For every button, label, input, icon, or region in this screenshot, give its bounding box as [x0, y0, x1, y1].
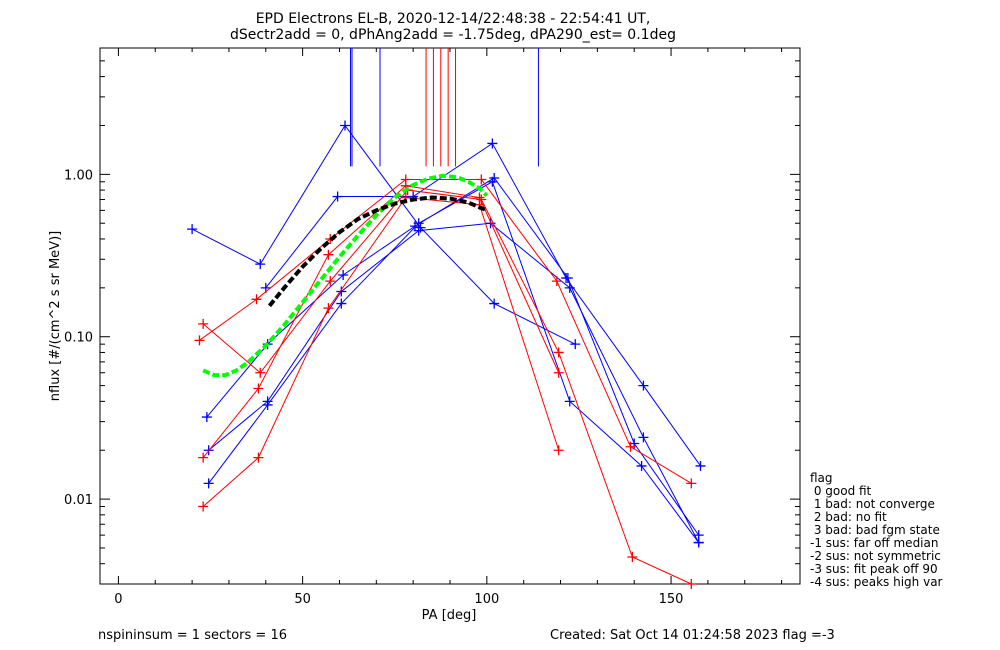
- data-point: [564, 396, 575, 407]
- data-point: [487, 176, 498, 187]
- data-point: [323, 303, 334, 314]
- data-point: [253, 383, 264, 394]
- data-point: [476, 174, 487, 185]
- data-point: [638, 432, 649, 443]
- data-point: [686, 478, 697, 489]
- y-tick-label: 0.01: [64, 493, 93, 508]
- data-point: [489, 298, 500, 309]
- data-point: [187, 224, 198, 235]
- data-point: [336, 298, 347, 309]
- data-point: [198, 318, 209, 329]
- data-point: [636, 460, 647, 471]
- data-point: [564, 282, 575, 293]
- data-point: [638, 380, 649, 391]
- data-point: [323, 249, 334, 260]
- data-point: [338, 269, 349, 280]
- series-line: [202, 196, 560, 507]
- data-point: [325, 276, 336, 287]
- data-point: [198, 452, 209, 463]
- chart-title: EPD Electrons EL-B, 2020-12-14/22:48:38 …: [256, 11, 651, 27]
- y-tick-label: 1.00: [64, 168, 93, 183]
- data-point: [553, 347, 564, 358]
- legend-title: flag: [810, 471, 833, 485]
- legend-item: 0 good fit: [810, 484, 872, 498]
- legend-item: -4 sus: peaks high var: [810, 575, 943, 589]
- data-series: [187, 120, 706, 589]
- data-point: [553, 445, 564, 456]
- series-line: [208, 181, 700, 543]
- y-tick-label: 0.10: [64, 331, 93, 346]
- data-point: [686, 579, 697, 589]
- data-point: [693, 537, 704, 548]
- data-point: [201, 412, 212, 423]
- x-tick-label: 0: [114, 592, 122, 607]
- footer-left: nspininsum = 1 sectors = 16: [98, 628, 287, 643]
- series-line: [208, 222, 700, 543]
- legend-item: 1 bad: not converge: [810, 497, 935, 511]
- legend-item: -2 sus: not symmetric: [810, 549, 941, 563]
- data-point: [695, 460, 706, 471]
- legend-item: -1 sus: far off median: [810, 536, 939, 550]
- data-point: [551, 276, 562, 287]
- data-point: [262, 399, 273, 410]
- plot-frame: [99, 47, 801, 585]
- fit-curve: [202, 173, 489, 378]
- x-tick-label: 100: [474, 592, 499, 607]
- data-point: [487, 138, 498, 149]
- fit-curves: [202, 173, 489, 378]
- chart-subtitle: dSectr2add = 0, dPhAng2add = -1.75deg, d…: [230, 27, 676, 43]
- data-point: [625, 441, 636, 452]
- data-point: [570, 339, 581, 350]
- legend-item: 3 bad: bad fgm state: [810, 523, 940, 537]
- x-axis-label: PA [deg]: [422, 608, 477, 623]
- data-point: [255, 259, 266, 270]
- data-point: [413, 218, 424, 229]
- data-point: [253, 452, 264, 463]
- series-line: [191, 124, 576, 345]
- data-point: [476, 194, 487, 205]
- x-tick-label: 150: [659, 592, 684, 607]
- data-point: [553, 367, 564, 378]
- data-point: [251, 294, 262, 305]
- data-point: [627, 551, 638, 562]
- vertical-markers: [350, 48, 539, 167]
- data-point: [255, 367, 266, 378]
- fit-curve: [267, 195, 488, 308]
- data-point: [203, 478, 214, 489]
- series-line: [199, 178, 692, 484]
- axes: 0 50 100 150 0.01 0.10 1.00: [64, 47, 800, 607]
- legend-item: 2 bad: no fit: [810, 510, 887, 524]
- y-axis-label: nflux [#/(cm^2 s sr MeV)]: [48, 231, 63, 401]
- series-line: [202, 189, 692, 585]
- footer-right: Created: Sat Oct 14 01:24:58 2023 flag =…: [550, 628, 835, 643]
- series-line: [202, 185, 560, 458]
- x-tick-label: 50: [294, 592, 311, 607]
- legend-item: -3 sus: fit peak off 90: [810, 562, 938, 576]
- data-point: [194, 335, 205, 346]
- data-point: [198, 501, 209, 512]
- data-point: [336, 286, 347, 297]
- data-point: [332, 191, 343, 202]
- data-point: [562, 272, 573, 283]
- data-point: [340, 120, 350, 131]
